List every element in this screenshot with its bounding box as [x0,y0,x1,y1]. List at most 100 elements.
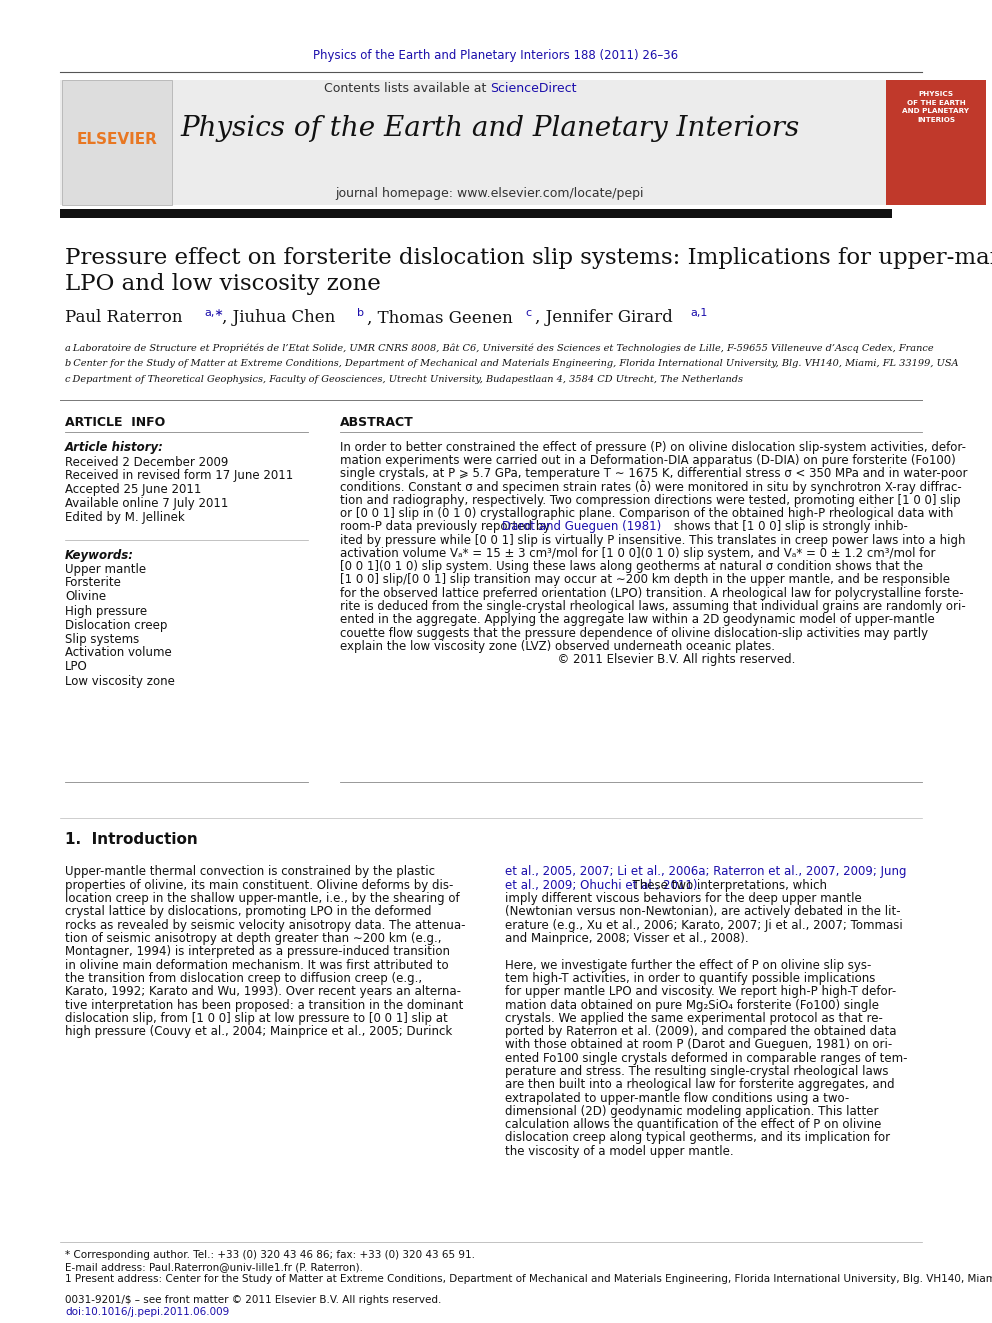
Text: properties of olivine, its main constituent. Olivine deforms by dis-: properties of olivine, its main constitu… [65,878,453,892]
Text: a,∗: a,∗ [204,308,224,318]
Text: Dislocation creep: Dislocation creep [65,618,168,631]
Text: conditions. Constant σ and specimen strain rates (ṑ) were monitored in situ by s: conditions. Constant σ and specimen stra… [340,480,962,495]
Text: ported by Raterron et al. (2009), and compared the obtained data: ported by Raterron et al. (2009), and co… [505,1025,897,1039]
Text: with those obtained at room P (Darot and Gueguen, 1981) on ori-: with those obtained at room P (Darot and… [505,1039,892,1052]
Text: ented in the aggregate. Applying the aggregate law within a 2D geodynamic model : ented in the aggregate. Applying the agg… [340,614,934,626]
Text: Pressure effect on forsterite dislocation slip systems: Implications for upper-m: Pressure effect on forsterite dislocatio… [65,247,992,269]
Text: Physics of the Earth and Planetary Interiors: Physics of the Earth and Planetary Inter… [181,115,800,142]
Text: journal homepage: www.elsevier.com/locate/pepi: journal homepage: www.elsevier.com/locat… [335,187,644,200]
Text: and Mainprice, 2008; Visser et al., 2008).: and Mainprice, 2008; Visser et al., 2008… [505,931,749,945]
Text: Darot and Gueguen (1981): Darot and Gueguen (1981) [502,520,662,533]
Text: © 2011 Elsevier B.V. All rights reserved.: © 2011 Elsevier B.V. All rights reserved… [340,654,796,667]
Text: for the observed lattice preferred orientation (LPO) transition. A rheological l: for the observed lattice preferred orien… [340,587,963,599]
Text: In order to better constrained the effect of pressure (P) on olivine dislocation: In order to better constrained the effec… [340,441,966,454]
Text: ScienceDirect: ScienceDirect [490,82,576,94]
Text: [1 0 0] slip/[0 0 1] slip transition may occur at ∼200 km depth in the upper man: [1 0 0] slip/[0 0 1] slip transition may… [340,573,950,586]
Text: crystals. We applied the same experimental protocol as that re-: crystals. We applied the same experiment… [505,1012,883,1025]
Text: Accepted 25 June 2011: Accepted 25 June 2011 [65,483,201,496]
Text: Karato, 1992; Karato and Wu, 1993). Over recent years an alterna-: Karato, 1992; Karato and Wu, 1993). Over… [65,986,461,998]
Text: or [0 0 1] slip in (0 1 0) crystallographic plane. Comparison of the obtained hi: or [0 0 1] slip in (0 1 0) crystallograp… [340,507,953,520]
Text: b Center for the Study of Matter at Extreme Conditions, Department of Mechanical: b Center for the Study of Matter at Extr… [65,360,958,369]
Text: (Newtonian versus non-Newtonian), are actively debated in the lit-: (Newtonian versus non-Newtonian), are ac… [505,905,901,918]
Text: are then built into a rheological law for forsterite aggregates, and: are then built into a rheological law fo… [505,1078,895,1091]
Text: erature (e.g., Xu et al., 2006; Karato, 2007; Ji et al., 2007; Tommasi: erature (e.g., Xu et al., 2006; Karato, … [505,918,903,931]
Text: et al., 2005, 2007; Li et al., 2006a; Raterron et al., 2007, 2009; Jung: et al., 2005, 2007; Li et al., 2006a; Ra… [505,865,907,878]
Text: activation volume Vₐ* = 15 ± 3 cm³/mol for [1 0 0](0 1 0) slip system, and Vₐ* =: activation volume Vₐ* = 15 ± 3 cm³/mol f… [340,546,935,560]
Text: for upper mantle LPO and viscosity. We report high-P high-T defor-: for upper mantle LPO and viscosity. We r… [505,986,896,998]
Text: ELSEVIER: ELSEVIER [76,132,158,147]
Text: 1 Present address: Center for the Study of Matter at Extreme Conditions, Departm: 1 Present address: Center for the Study … [65,1274,992,1285]
Text: Physics of the Earth and Planetary Interiors 188 (2011) 26–36: Physics of the Earth and Planetary Inter… [313,49,679,61]
Text: Upper mantle: Upper mantle [65,562,146,576]
Bar [886,79,986,205]
Text: 1.  Introduction: 1. Introduction [65,832,197,848]
Text: Montagner, 1994) is interpreted as a pressure-induced transition: Montagner, 1994) is interpreted as a pre… [65,946,450,958]
Text: dislocation creep along typical geotherms, and its implication for: dislocation creep along typical geotherm… [505,1131,890,1144]
Text: rocks as revealed by seismic velocity anisotropy data. The attenua-: rocks as revealed by seismic velocity an… [65,918,465,931]
Text: tive interpretation has been proposed: a transition in the dominant: tive interpretation has been proposed: a… [65,999,463,1012]
Text: Available online 7 July 2011: Available online 7 July 2011 [65,497,228,511]
Text: ABSTRACT: ABSTRACT [340,415,414,429]
Text: doi:10.1016/j.pepi.2011.06.009: doi:10.1016/j.pepi.2011.06.009 [65,1307,229,1316]
Text: tion and radiography, respectively. Two compression directions were tested, prom: tion and radiography, respectively. Two … [340,493,960,507]
Text: c Department of Theoretical Geophysics, Faculty of Geosciences, Utrecht Universi: c Department of Theoretical Geophysics, … [65,376,743,385]
Text: Article history:: Article history: [65,442,164,455]
Text: High pressure: High pressure [65,605,147,618]
Text: Low viscosity zone: Low viscosity zone [65,675,175,688]
Text: room-P data previously reported by                                 shows that [1: room-P data previously reported by shows… [340,520,908,533]
Text: E-mail address: Paul.Raterron@univ-lille1.fr (P. Raterron).: E-mail address: Paul.Raterron@univ-lille… [65,1262,363,1271]
Text: mation experiments were carried out in a Deformation-DIA apparatus (D-DIA) on pu: mation experiments were carried out in a… [340,454,955,467]
Text: Received in revised form 17 June 2011: Received in revised form 17 June 2011 [65,470,294,483]
Text: explain the low viscosity zone (LVZ) observed underneath oceanic plates.: explain the low viscosity zone (LVZ) obs… [340,640,775,654]
Text: Edited by M. Jellinek: Edited by M. Jellinek [65,512,185,524]
Text: Activation volume: Activation volume [65,647,172,659]
Text: perature and stress. The resulting single-crystal rheological laws: perature and stress. The resulting singl… [505,1065,889,1078]
Text: , Jiuhua Chen: , Jiuhua Chen [222,310,335,327]
Text: Keywords:: Keywords: [65,549,134,561]
Text: * Corresponding author. Tel.: +33 (0) 320 43 46 86; fax: +33 (0) 320 43 65 91.: * Corresponding author. Tel.: +33 (0) 32… [65,1250,475,1259]
Text: b: b [357,308,364,318]
Text: high pressure (Couvy et al., 2004; Mainprice et al., 2005; Durinck: high pressure (Couvy et al., 2004; Mainp… [65,1025,452,1039]
Text: [0 0 1](0 1 0) slip system. Using these laws along geotherms at natural σ condit: [0 0 1](0 1 0) slip system. Using these … [340,560,923,573]
Text: rite is deduced from the single-crystal rheological laws, assuming that individu: rite is deduced from the single-crystal … [340,601,966,613]
Text: Olivine: Olivine [65,590,106,603]
Text: Slip systems: Slip systems [65,632,139,646]
Text: Paul Raterron: Paul Raterron [65,310,183,327]
Text: crystal lattice by dislocations, promoting LPO in the deformed: crystal lattice by dislocations, promoti… [65,905,432,918]
Text: , Thomas Geenen: , Thomas Geenen [367,310,513,327]
Text: Received 2 December 2009: Received 2 December 2009 [65,455,228,468]
Text: in olivine main deformation mechanism. It was first attributed to: in olivine main deformation mechanism. I… [65,959,448,971]
Text: tion of seismic anisotropy at depth greater than ∼200 km (e.g.,: tion of seismic anisotropy at depth grea… [65,931,441,945]
Text: ARTICLE  INFO: ARTICLE INFO [65,415,166,429]
Text: 0031-9201/$ – see front matter © 2011 Elsevier B.V. All rights reserved.: 0031-9201/$ – see front matter © 2011 El… [65,1295,441,1304]
Text: These two interpretations, which: These two interpretations, which [505,878,827,892]
Text: LPO and low viscosity zone: LPO and low viscosity zone [65,273,381,295]
Text: mation data obtained on pure Mg₂SiO₄ forsterite (Fo100) single: mation data obtained on pure Mg₂SiO₄ for… [505,999,879,1012]
Bar [60,209,892,218]
Text: single crystals, at P ⩾ 5.7 GPa, temperature T ∼ 1675 K, differential stress σ <: single crystals, at P ⩾ 5.7 GPa, tempera… [340,467,967,480]
Text: ented Fo100 single crystals deformed in comparable ranges of tem-: ented Fo100 single crystals deformed in … [505,1052,908,1065]
Text: the viscosity of a model upper mantle.: the viscosity of a model upper mantle. [505,1144,734,1158]
Text: a Laboratoire de Structure et Propriétés de l’Etat Solide, UMR CNRS 8008, Bât C6: a Laboratoire de Structure et Propriétés… [65,343,933,353]
Text: calculation allows the quantification of the effect of P on olivine: calculation allows the quantification of… [505,1118,881,1131]
Text: ited by pressure while [0 0 1] slip is virtually P insensitive. This translates : ited by pressure while [0 0 1] slip is v… [340,533,965,546]
Text: couette flow suggests that the pressure dependence of olivine dislocation-slip a: couette flow suggests that the pressure … [340,627,929,640]
Text: extrapolated to upper-mantle flow conditions using a two-: extrapolated to upper-mantle flow condit… [505,1091,849,1105]
Text: PHYSICS
OF THE EARTH
AND PLANETARY
INTERIOS: PHYSICS OF THE EARTH AND PLANETARY INTER… [903,91,969,123]
Text: tem high-T activities, in order to quantify possible implications: tem high-T activities, in order to quant… [505,972,875,984]
Text: c: c [525,308,531,318]
Text: Forsterite: Forsterite [65,577,122,590]
Text: the transition from dislocation creep to diffusion creep (e.g.,: the transition from dislocation creep to… [65,972,423,984]
Text: a,1: a,1 [690,308,707,318]
Text: Upper-mantle thermal convection is constrained by the plastic: Upper-mantle thermal convection is const… [65,865,435,878]
Text: location creep in the shallow upper-mantle, i.e., by the shearing of: location creep in the shallow upper-mant… [65,892,459,905]
Text: dislocation slip, from [1 0 0] slip at low pressure to [0 0 1] slip at: dislocation slip, from [1 0 0] slip at l… [65,1012,447,1025]
Text: dimensional (2D) geodynamic modeling application. This latter: dimensional (2D) geodynamic modeling app… [505,1105,879,1118]
Text: LPO: LPO [65,660,87,673]
Text: Contents lists available at: Contents lists available at [323,82,490,94]
Bar [62,79,172,205]
Text: et al., 2009; Ohuchi et al., 2011).: et al., 2009; Ohuchi et al., 2011). [505,878,701,892]
Text: imply different viscous behaviors for the deep upper mantle: imply different viscous behaviors for th… [505,892,862,905]
Text: Here, we investigate further the effect of P on olivine slip sys-: Here, we investigate further the effect … [505,959,871,971]
Text: , Jennifer Girard: , Jennifer Girard [535,310,673,327]
